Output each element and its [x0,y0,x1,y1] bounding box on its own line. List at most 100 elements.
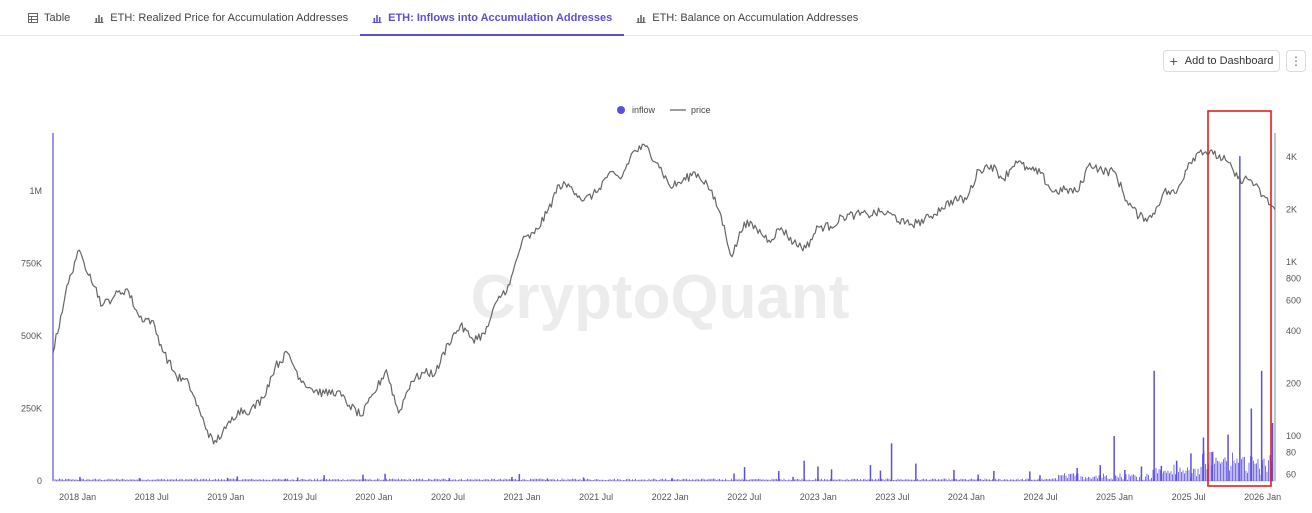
inflow-bar [890,443,893,481]
inflow-bar [1124,470,1126,481]
x-tick-label: 2023 Jul [875,492,909,502]
add-to-dashboard-label: Add to Dashboard [1184,55,1274,67]
tab-inflows[interactable]: ETH: Inflows into Accumulation Addresses [360,0,625,36]
x-tick-label: 2021 Jan [504,492,541,502]
right-axis: 60 80 100 200 400 600 800 1K 2K 4K [1274,133,1301,481]
inflow-bar [448,478,451,481]
tab-table-label: Table [44,11,71,24]
inflow-bar [323,475,325,481]
kebab-menu-icon: ⋮ [1290,54,1302,68]
inflow-noise [54,451,1272,481]
x-tick-label: 2018 Jul [135,492,169,502]
right-tick-label: 2K [1286,204,1297,214]
inflow-bar [671,478,673,481]
tab-realized-price[interactable]: ETH: Realized Price for Accumulation Add… [82,0,360,35]
right-tick-label: 600 [1286,295,1301,305]
table-icon [28,12,38,23]
inflow-bar [1250,408,1253,481]
x-tick-label: 2022 Jul [727,492,761,502]
legend-price-label[interactable]: price [691,105,711,115]
inflow-bar [1153,370,1155,481]
inflow-bar [1239,156,1241,481]
inflow-bar [226,477,229,481]
bar-chart-icon [636,14,646,23]
more-options-button[interactable]: ⋮ [1286,50,1306,72]
inflow-bar [1227,434,1229,481]
x-tick-label: 2020 Jul [431,492,465,502]
x-tick-label: 2022 Jan [652,492,689,502]
inflow-bar [284,478,287,481]
inflow-bar [830,469,833,481]
inflow-bar [1190,453,1192,481]
tab-inflows-label: ETH: Inflows into Accumulation Addresses [388,11,613,24]
inflow-bar [1202,437,1205,481]
legend-inflow-marker[interactable] [617,106,625,114]
x-tick-label: 2020 Jan [355,492,392,502]
inflow-bar [879,470,882,481]
left-tick-label: 750K [21,259,42,269]
x-tick-label: 2025 Jan [1096,492,1133,502]
right-tick-label: 200 [1286,378,1301,388]
x-tick-label: 2025 Jul [1172,492,1206,502]
inflow-bar [236,476,239,481]
right-tick-label: 1K [1286,257,1297,267]
left-tick-label: 500K [21,331,42,341]
inflow-bar [993,470,995,481]
price-line [52,143,1276,445]
tab-realized-price-label: ETH: Realized Price for Accumulation Add… [110,11,349,24]
right-tick-label: 100 [1286,431,1301,441]
inflow-bar [915,463,917,481]
highlight-box [1207,110,1272,487]
inflow-bar [803,460,805,481]
inflow-bar [384,473,386,482]
right-tick-label: 60 [1286,469,1296,479]
inflow-bar [511,476,513,481]
inflow-bar [1175,460,1178,481]
x-tick-label: 2018 Jan [59,492,96,502]
left-tick-label: 1M [29,186,42,196]
left-tick-label: 250K [21,404,42,414]
x-tick-label: 2021 Jul [579,492,613,502]
bar-chart-icon [94,14,104,23]
inflow-bar [869,465,872,481]
inflow-bar [1076,467,1078,481]
inflow-bar [362,474,364,481]
tab-bar: Table ETH: Realized Price for Accumulati… [0,0,1312,36]
inflow-bar [1260,370,1263,481]
inflow-bar [518,474,521,481]
x-tick-label: 2024 Jul [1023,492,1057,502]
x-tick-label: 2019 Jan [207,492,244,502]
inflow-bar [1271,423,1274,481]
tab-table[interactable]: Table [16,0,82,35]
inflow-bar [977,474,979,481]
inflow-bar [1211,452,1213,481]
add-to-dashboard-button[interactable]: + Add to Dashboard [1163,50,1280,72]
inflow-bar [1099,465,1101,481]
inflow-bar [1140,466,1143,481]
tab-balance[interactable]: ETH: Balance on Accumulation Addresses [624,0,870,35]
watermark: CryptoQuant [471,263,850,332]
legend[interactable]: inflow price [617,105,711,115]
inflow-bar [79,476,81,481]
x-tick-label: 2023 Jan [800,492,837,502]
inflow-bar [1029,471,1031,481]
left-tick-label: 0 [37,476,42,486]
inflow-bar [778,471,780,481]
x-tick-label: 2019 Jul [283,492,317,502]
x-tick-label: 2024 Jan [948,492,985,502]
inflow-bar [582,477,585,481]
price-line-group [52,143,1276,445]
inflow-bar [296,477,299,481]
right-tick-label: 4K [1286,152,1297,162]
right-tick-label: 80 [1286,448,1296,458]
inflow-bar [1039,475,1041,481]
inflow-bar [546,478,549,481]
inflow-bar [1160,465,1163,481]
plus-icon: + [1169,53,1178,69]
inflow-bar [733,473,735,481]
inflow-bar [792,476,794,481]
right-tick-label: 400 [1286,326,1301,336]
legend-inflow-label[interactable]: inflow [632,105,656,115]
x-tick-label: 2026 Jan [1244,492,1281,502]
tab-balance-label: ETH: Balance on Accumulation Addresses [652,11,859,24]
